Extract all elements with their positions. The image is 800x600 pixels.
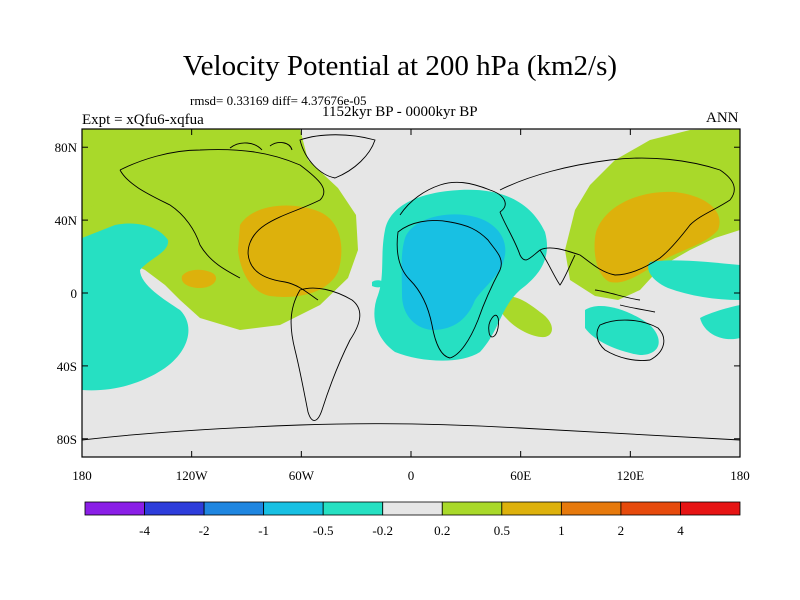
coast-india [539, 249, 576, 286]
coast-greenland [299, 134, 376, 179]
colorbar-swatch [322, 501, 384, 516]
colorbar-label: -1 [258, 523, 269, 538]
coast-australia [596, 319, 665, 361]
coast-north-america-west [119, 169, 241, 279]
experiment-label: Expt = xQfu6-xqfua [82, 112, 204, 128]
x-axis: 180 120W 60W 0 60E 120E 180 [72, 129, 750, 483]
coast-antarctica [82, 423, 740, 441]
colorbar-swatch [84, 501, 145, 516]
colorbar-label: 2 [618, 523, 625, 538]
colorbar-swatch [144, 501, 205, 516]
period-label: 1152kyr BP - 0000kyr BP [322, 104, 478, 120]
colorbar-swatch [263, 501, 324, 516]
season-label: ANN [706, 110, 739, 126]
y-axis: 80N 40N 0 40S 80S [55, 140, 740, 447]
x-tick-label: 60W [289, 468, 315, 483]
coast-madagascar [488, 314, 499, 338]
stats-label: rmsd= 0.33169 diff= 4.37676e-05 [190, 93, 367, 108]
coast-africa [396, 220, 502, 359]
colorbar-label: 0.2 [434, 523, 450, 538]
x-tick-label: 60E [510, 468, 531, 483]
region-eastpacific-negative [82, 223, 189, 391]
y-tick-label: 80S [57, 432, 77, 447]
coast-asia [499, 157, 735, 276]
x-tick-label: 180 [730, 468, 750, 483]
colorbar-label: -0.5 [313, 523, 334, 538]
chart-title: Velocity Potential at 200 hPa (km2/s) [182, 50, 618, 82]
region-pacific-south-negative [700, 305, 740, 340]
colorbar-swatch [620, 501, 681, 516]
coast-south-america [290, 287, 361, 421]
coast-north-america [119, 149, 325, 301]
colorbar-label: 4 [677, 523, 684, 538]
region-indian-ocean-positive [500, 296, 552, 338]
region-pacific-north-negative [648, 260, 740, 300]
coastlines [82, 134, 740, 441]
colorbar-swatch [501, 501, 562, 516]
coast-europe [399, 181, 506, 216]
y-tick-label: 40S [57, 359, 77, 374]
colorbar-label: 0.5 [494, 523, 510, 538]
colorbar-label: 1 [558, 523, 565, 538]
colorbar-swatch [382, 501, 443, 516]
y-tick-label: 80N [55, 140, 78, 155]
x-tick-label: 0 [408, 468, 415, 483]
x-tick-label: 120W [176, 468, 209, 483]
y-tick-label: 40N [55, 213, 78, 228]
colorbar-swatch [441, 501, 503, 516]
region-pacific-positive [82, 160, 110, 210]
colorbar-label: -0.2 [372, 523, 393, 538]
x-tick-label: 180 [72, 468, 92, 483]
region-pacific-orange-small [181, 269, 217, 288]
region-australia-negative [585, 305, 659, 355]
colorbar: -4 -2 -1 -0.5 -0.2 0.2 0.5 1 2 4 [84, 501, 741, 538]
region-asia-orange [594, 191, 720, 283]
colorbar-label: -2 [199, 523, 210, 538]
y-tick-label: 0 [71, 286, 78, 301]
coast-arctic-islands [229, 142, 293, 151]
region-atlantic-orange [238, 205, 342, 297]
x-tick-label: 120E [617, 468, 645, 483]
coast-indonesia [594, 289, 656, 313]
region-africa-core-negative [401, 214, 506, 330]
map-field [82, 129, 740, 457]
colorbar-swatch [560, 501, 622, 516]
colorbar-swatch [680, 501, 741, 516]
colorbar-swatch [203, 501, 265, 516]
colorbar-label: -4 [139, 523, 150, 538]
region-gulf-negative [372, 280, 384, 288]
